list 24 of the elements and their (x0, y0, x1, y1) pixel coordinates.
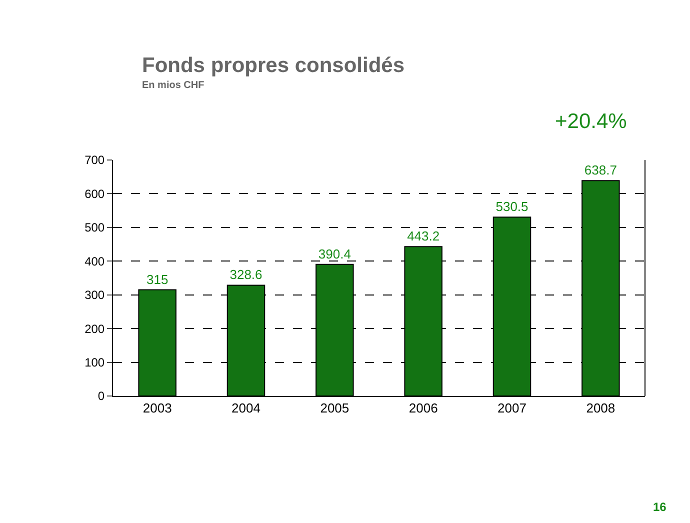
data-label: 638.7 (584, 162, 617, 178)
y-tick-label: 200 (84, 322, 105, 336)
x-tick-label: 2004 (232, 400, 260, 416)
y-tick-label: 600 (84, 186, 105, 201)
y-tick-label: 100 (84, 355, 105, 370)
chart-subtitle: En mios CHF (142, 80, 204, 91)
x-tick-label: 2006 (408, 400, 438, 416)
data-label: 390.4 (318, 246, 351, 262)
y-tick-label: 700 (84, 153, 105, 168)
text: +20.4% (555, 110, 627, 133)
text: 16 (653, 500, 667, 514)
x-tick-label: 2003 (142, 400, 172, 416)
y-tick-label: 400 (84, 254, 105, 268)
chart-title: Fonds propres consolidés (142, 54, 405, 77)
y-tick-label: 500 (84, 220, 105, 235)
data-label: 315 (146, 272, 168, 287)
data-label: 443.2 (407, 228, 440, 244)
y-tick-label: 300 (84, 288, 105, 302)
data-label: 328.6 (230, 267, 262, 282)
data-label: 530.5 (496, 199, 528, 214)
y-tick-label: 0 (98, 389, 105, 404)
x-tick-label: 2005 (320, 400, 350, 416)
x-tick-label: 2008 (586, 400, 616, 416)
x-tick-label: 2007 (498, 400, 526, 416)
